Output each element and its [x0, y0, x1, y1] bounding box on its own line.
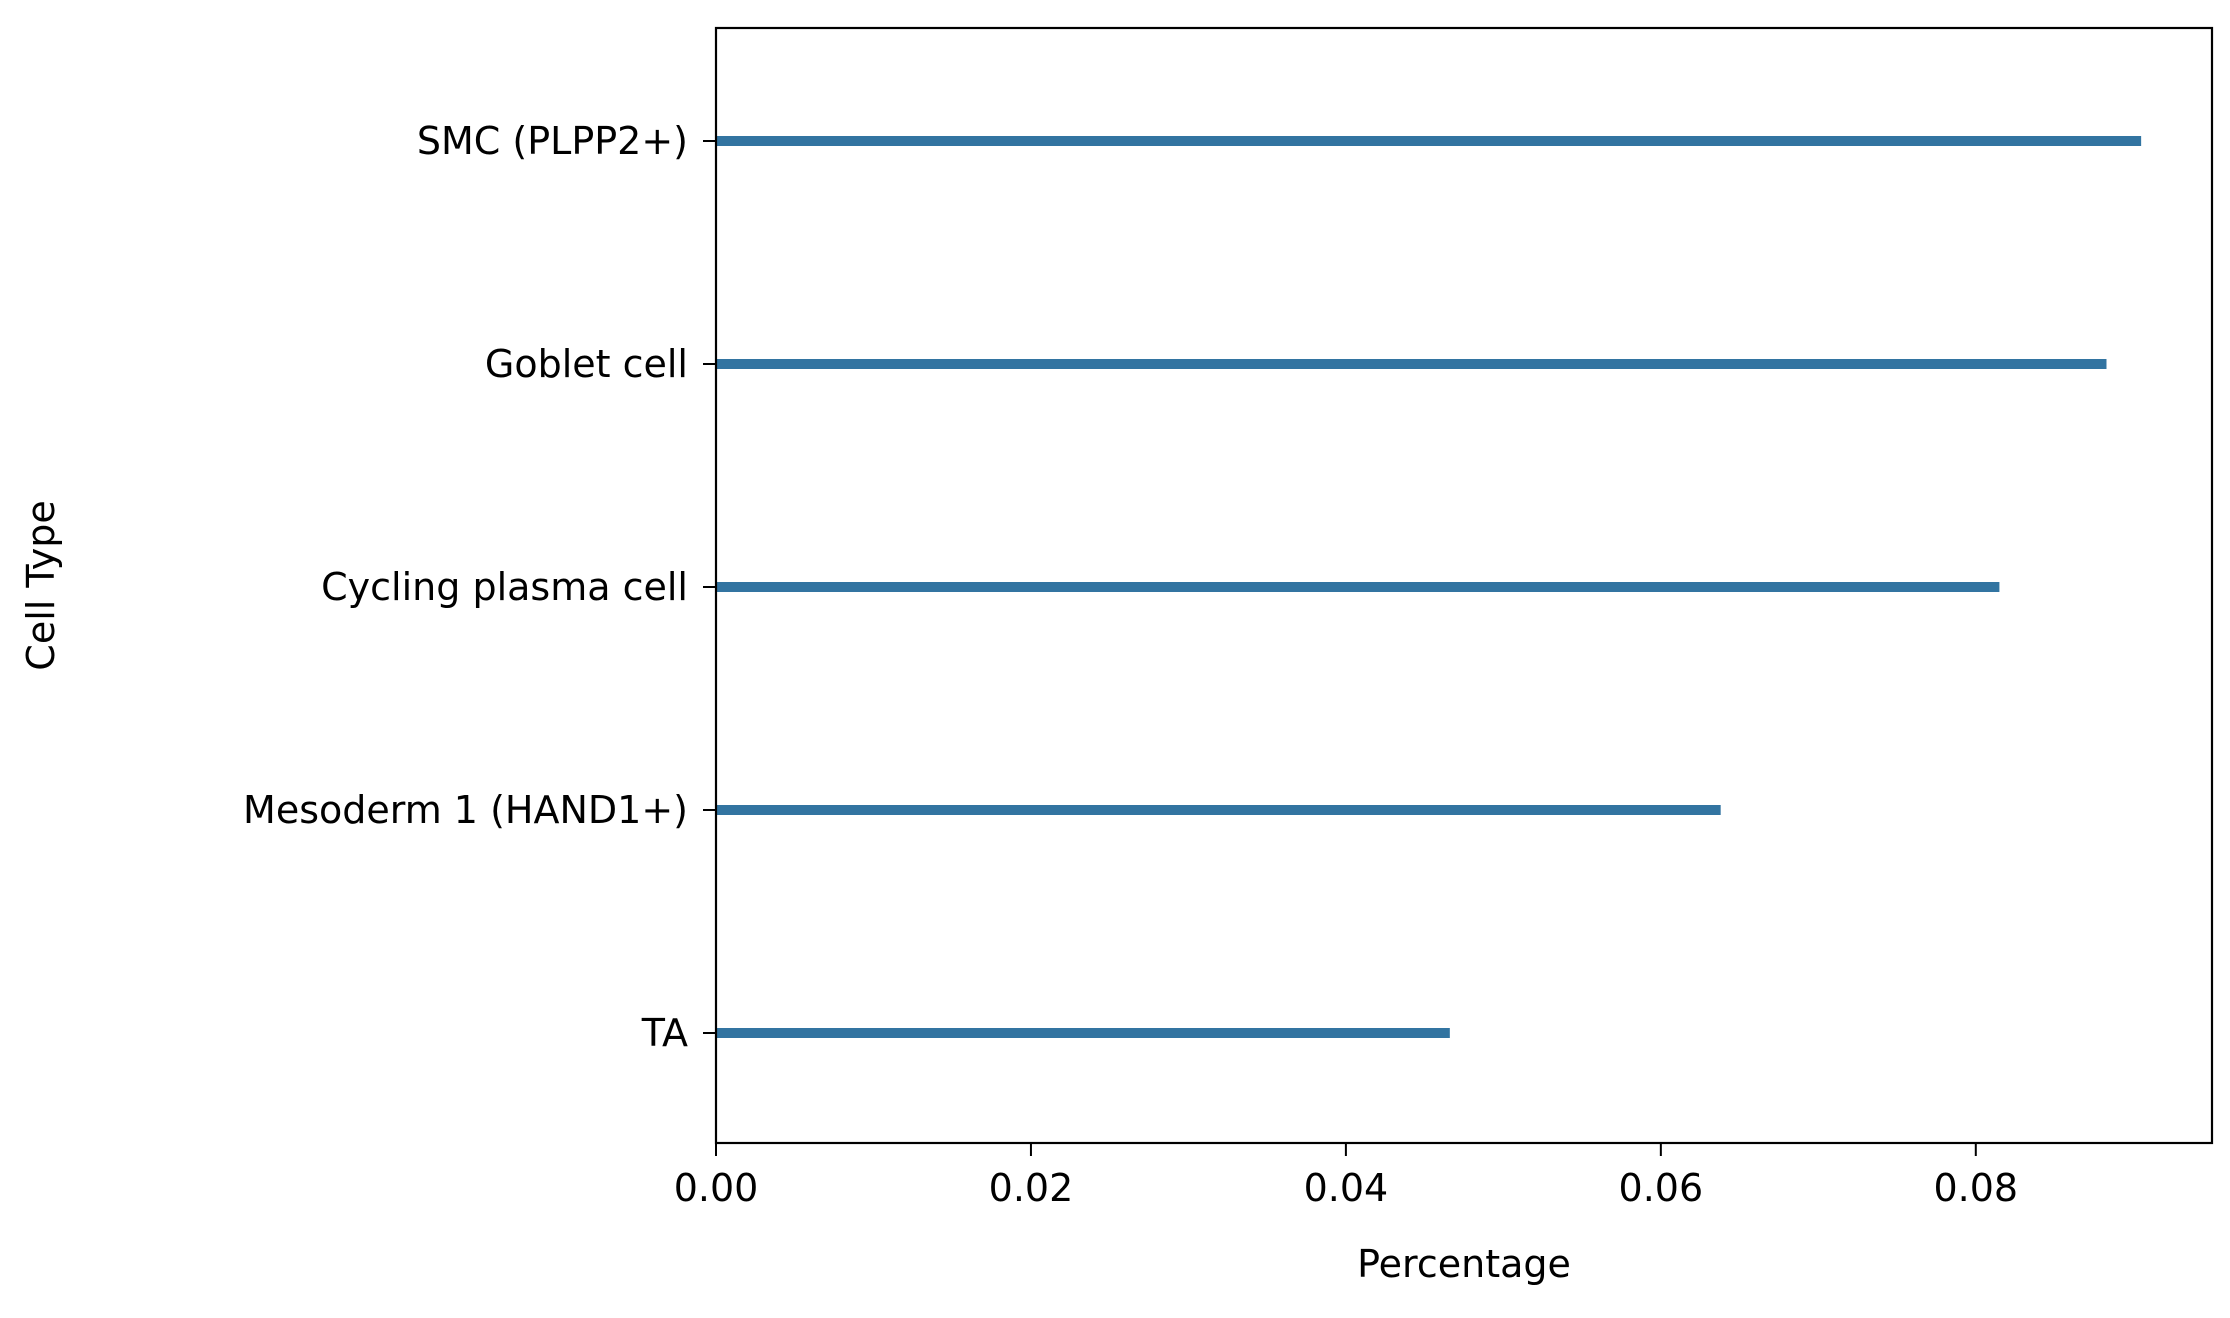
- bar-goblet-cell: [716, 359, 2107, 369]
- bar-smc-plpp2: [716, 136, 2142, 146]
- bar-cycling-plasma-cell: [716, 582, 2000, 592]
- x-axis-label: Percentage: [1357, 1242, 1571, 1286]
- axis-ticks: SMC (PLPP2+) Goblet cell Cycling plasma ce…: [243, 119, 2018, 1210]
- y-tick-label: TA: [641, 1011, 688, 1055]
- x-tick-label: 0.06: [1619, 1166, 1704, 1210]
- plot-frame: [714, 26, 2214, 1145]
- bars: [716, 136, 2142, 1038]
- y-tick-label: SMC (PLPP2+): [417, 119, 688, 163]
- y-tick-label: Goblet cell: [485, 342, 688, 386]
- x-tick-label: 0.04: [1304, 1166, 1389, 1210]
- x-tick-label: 0.08: [1933, 1166, 2018, 1210]
- y-axis-label: Cell Type: [19, 500, 63, 670]
- x-tick-label: 0.02: [989, 1166, 1074, 1210]
- bar-ta: [716, 1028, 1450, 1038]
- y-tick-label: Cycling plasma cell: [321, 565, 688, 609]
- y-tick-label: Mesoderm 1 (HAND1+): [243, 788, 688, 832]
- bar-mesoderm-1-hand1: [716, 805, 1721, 815]
- x-tick-label: 0.00: [674, 1166, 759, 1210]
